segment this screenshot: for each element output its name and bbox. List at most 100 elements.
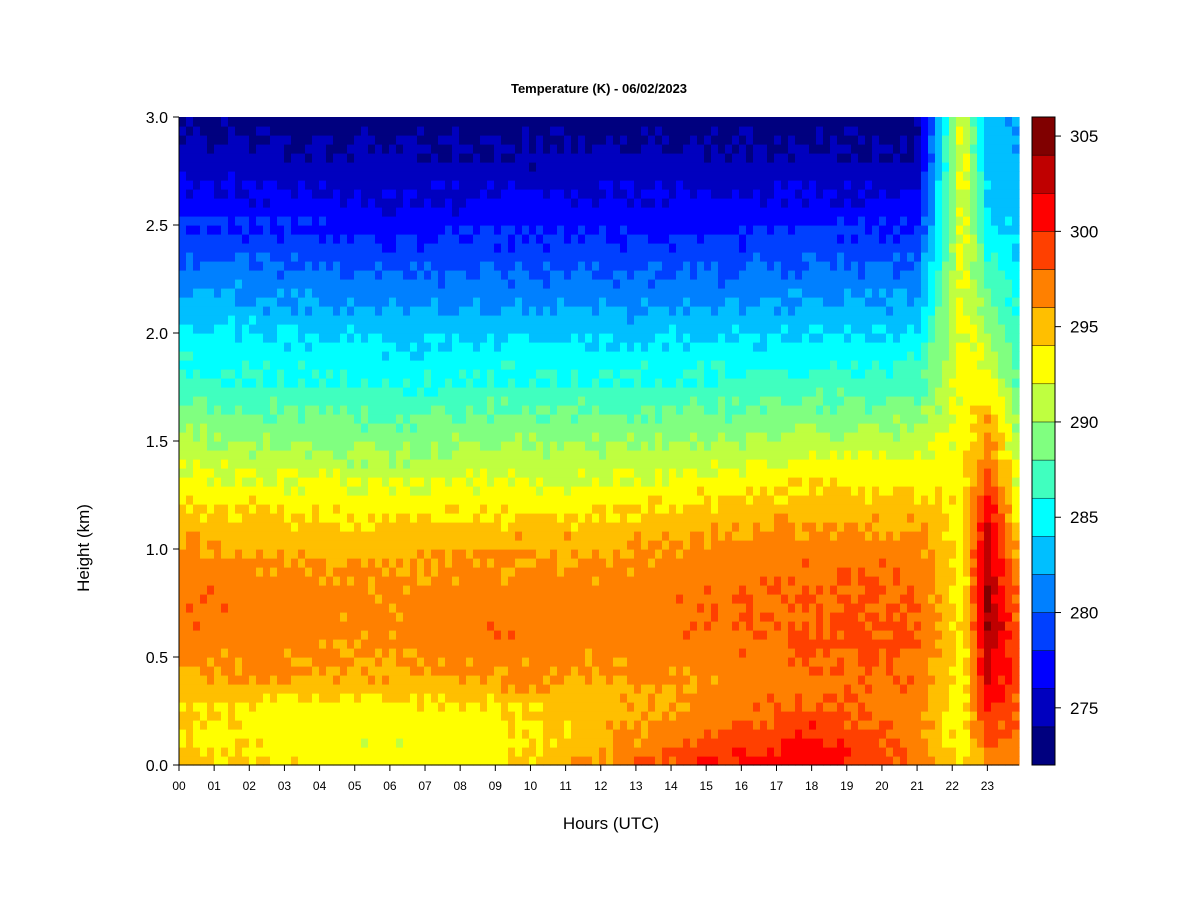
heatmap-cell <box>298 549 306 559</box>
heatmap-cell <box>655 144 663 154</box>
heatmap-cell <box>221 729 229 739</box>
heatmap-cell <box>403 540 411 550</box>
heatmap-cell <box>298 135 306 145</box>
heatmap-cell <box>305 612 313 622</box>
heatmap-cell <box>410 720 418 730</box>
heatmap-cell <box>508 288 516 298</box>
heatmap-cell <box>242 747 250 757</box>
heatmap-cell <box>487 441 495 451</box>
heatmap-cell <box>396 144 404 154</box>
heatmap-cell <box>284 378 292 388</box>
heatmap-cell <box>396 153 404 163</box>
heatmap-cell <box>445 603 453 613</box>
heatmap-cell <box>256 270 264 280</box>
heatmap-cell <box>417 207 425 217</box>
heatmap-cell <box>333 360 341 370</box>
heatmap-cell <box>291 387 299 397</box>
heatmap-cell <box>634 666 642 676</box>
heatmap-cell <box>620 468 628 478</box>
heatmap-cell <box>340 648 348 658</box>
heatmap-cell <box>592 198 600 208</box>
heatmap-cell <box>543 567 551 577</box>
heatmap-cell <box>326 657 334 667</box>
heatmap-cell <box>242 477 250 487</box>
heatmap-cell <box>214 711 222 721</box>
heatmap-cell <box>263 495 271 505</box>
heatmap-cell <box>473 261 481 271</box>
heatmap-cell <box>235 396 243 406</box>
heatmap-cell <box>396 360 404 370</box>
heatmap-cell <box>438 441 446 451</box>
heatmap-cell <box>403 612 411 622</box>
heatmap-cell <box>410 648 418 658</box>
heatmap-cell <box>354 378 362 388</box>
heatmap-cell <box>291 378 299 388</box>
heatmap-cell <box>431 648 439 658</box>
heatmap-cell <box>228 621 236 631</box>
heatmap-cell <box>312 531 320 541</box>
heatmap-cell <box>319 477 327 487</box>
heatmap-cell <box>319 621 327 631</box>
heatmap-cell <box>592 522 600 532</box>
heatmap-cell <box>655 387 663 397</box>
heatmap-cell <box>291 441 299 451</box>
heatmap-cell <box>368 324 376 334</box>
heatmap-cell <box>515 540 523 550</box>
heatmap-cell <box>662 648 670 658</box>
heatmap-cell <box>291 486 299 496</box>
heatmap-cell <box>543 702 551 712</box>
heatmap-cell <box>235 351 243 361</box>
heatmap-cell <box>298 369 306 379</box>
heatmap-cell <box>186 549 194 559</box>
heatmap-cell <box>312 162 320 172</box>
heatmap-cell <box>179 423 187 433</box>
heatmap-cell <box>214 135 222 145</box>
heatmap-cell <box>487 603 495 613</box>
heatmap-cell <box>438 504 446 514</box>
heatmap-cell <box>186 225 194 235</box>
heatmap-cell <box>655 558 663 568</box>
heatmap-cell <box>228 477 236 487</box>
heatmap-cell <box>557 630 565 640</box>
heatmap-cell <box>424 279 432 289</box>
heatmap-cell <box>312 387 320 397</box>
heatmap-cell <box>179 297 187 307</box>
heatmap-cell <box>424 459 432 469</box>
heatmap-cell <box>235 522 243 532</box>
heatmap-cell <box>501 189 509 199</box>
heatmap-cell <box>326 342 334 352</box>
heatmap-cell <box>634 459 642 469</box>
heatmap-cell <box>515 549 523 559</box>
heatmap-cell <box>284 126 292 136</box>
heatmap-cell <box>221 657 229 667</box>
heatmap-cell <box>389 315 397 325</box>
heatmap-cell <box>200 270 208 280</box>
heatmap-cell <box>417 747 425 757</box>
heatmap-cell <box>655 585 663 595</box>
heatmap-cell <box>319 738 327 748</box>
heatmap-cell <box>249 207 257 217</box>
heatmap-cell <box>424 369 432 379</box>
heatmap-cell <box>291 594 299 604</box>
heatmap-cell <box>256 549 264 559</box>
heatmap-cell <box>347 666 355 676</box>
heatmap-cell <box>585 396 593 406</box>
heatmap-cell <box>382 495 390 505</box>
heatmap-cell <box>613 747 621 757</box>
heatmap-cell <box>613 450 621 460</box>
heatmap-cell <box>480 585 488 595</box>
heatmap-cell <box>473 306 481 316</box>
heatmap-cell <box>529 621 537 631</box>
heatmap-cell <box>487 171 495 181</box>
heatmap-cell <box>613 603 621 613</box>
heatmap-cell <box>480 135 488 145</box>
heatmap-cell <box>627 729 635 739</box>
heatmap-cell <box>410 486 418 496</box>
heatmap-cell <box>200 747 208 757</box>
heatmap-cell <box>599 243 607 253</box>
heatmap-cell <box>550 279 558 289</box>
heatmap-cell <box>284 522 292 532</box>
heatmap-cell <box>256 747 264 757</box>
heatmap-cell <box>599 360 607 370</box>
heatmap-cell <box>354 522 362 532</box>
